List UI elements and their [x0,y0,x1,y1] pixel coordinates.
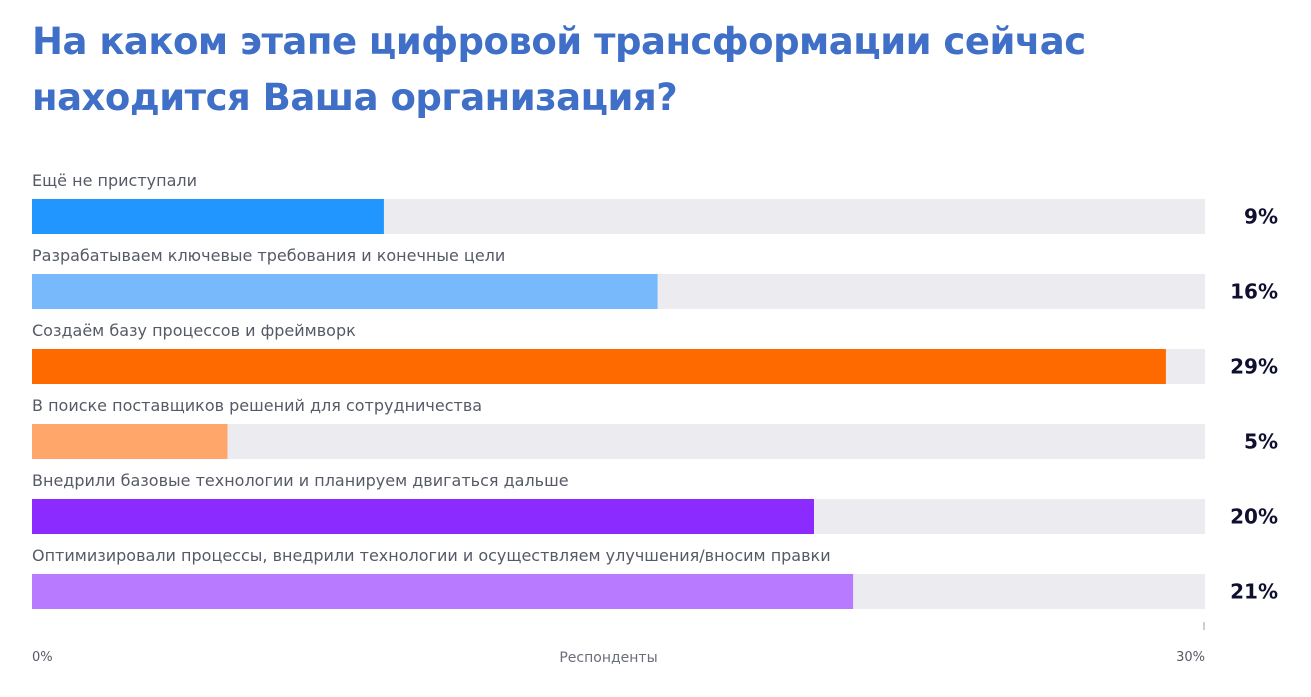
bar [32,424,228,459]
bar [32,274,658,309]
bar [32,499,814,534]
category-label: В поиске поставщиков решений для сотрудн… [32,396,482,415]
chart-title: На каком этапе цифровой трансформации се… [32,20,1086,119]
value-label: 21% [1230,580,1278,604]
bar [32,349,1166,384]
value-label: 20% [1230,505,1278,529]
category-label: Создаём базу процессов и фреймворк [32,321,356,340]
category-label: Оптимизировали процессы, внедрили технол… [32,546,831,565]
x-axis-title: Респонденты [559,650,657,666]
bar [32,199,384,234]
value-label: 29% [1230,355,1278,379]
x-tick-label: 0% [32,650,53,665]
value-label: 16% [1230,280,1278,304]
category-label: Ещё не приступали [32,171,197,190]
category-label: Разрабатываем ключевые требования и коне… [32,246,505,265]
value-label: 5% [1244,430,1278,454]
bar [32,574,854,609]
x-tick-label: 30% [1176,650,1205,665]
value-label: 9% [1244,205,1278,229]
category-label: Внедрили базовые технологии и планируем … [32,471,569,490]
